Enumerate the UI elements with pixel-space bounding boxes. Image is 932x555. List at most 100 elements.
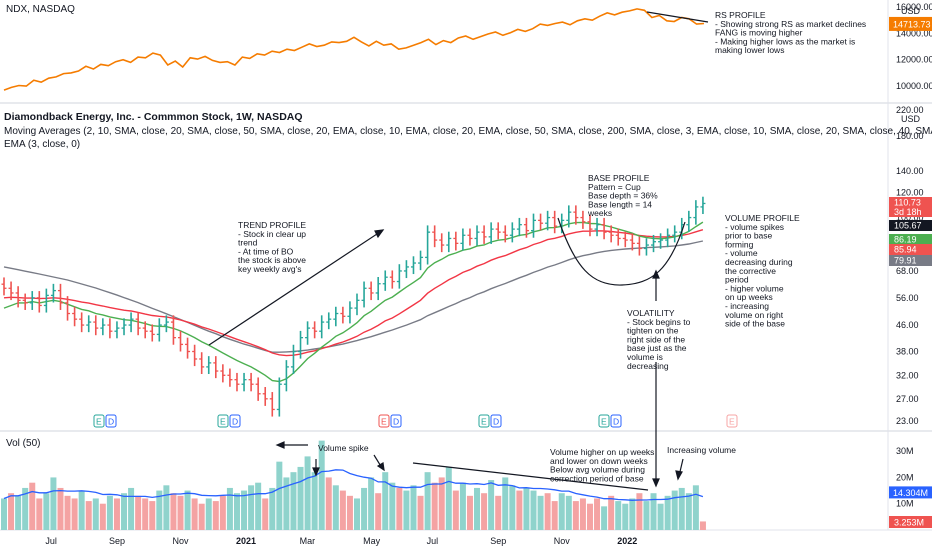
trend-profile-note-line: - Stock in clear up (238, 229, 306, 239)
price-currency-label: USD (901, 114, 921, 124)
indicators-line-1: Moving Averages (2, 10, SMA, close, 20, … (4, 126, 932, 137)
earnings-marker[interactable] (390, 414, 402, 428)
earnings-marker[interactable] (610, 414, 622, 428)
cup-shape-curve[interactable] (557, 217, 686, 286)
earnings-marker[interactable] (105, 414, 117, 428)
volume-bar (622, 503, 629, 530)
price-badge (889, 220, 932, 231)
volume-bar (29, 482, 36, 530)
volume-bar (685, 493, 692, 530)
volume-bar (64, 495, 71, 530)
earnings-marker[interactable] (478, 414, 490, 428)
volume-bar (297, 466, 304, 530)
volume-bar (636, 493, 643, 530)
volume-bar (85, 501, 92, 530)
trend-line[interactable] (208, 229, 384, 346)
volume-bar (113, 498, 120, 530)
volume-bar (650, 493, 657, 530)
price-tick-label: 140.00 (896, 166, 924, 176)
rs-profile-note-line: - Making higher lows as the market is (715, 36, 855, 46)
rs-profile-note-line: FANG is moving higher (715, 28, 803, 38)
volume-bar (699, 521, 706, 530)
earnings-marker-letter: D (232, 417, 238, 427)
time-tick-label: Nov (554, 536, 571, 546)
declining-volume-line[interactable] (412, 462, 649, 491)
volume-bar (375, 493, 382, 530)
volume-spike-note-line: Volume spike (318, 443, 369, 453)
price-badge-label: 110.73 (894, 198, 921, 208)
volume-bar (354, 498, 360, 530)
earnings-marker-letter: E (601, 417, 607, 427)
volume-bar (170, 493, 177, 530)
volume-bar (304, 456, 311, 530)
volume-bar (692, 485, 699, 530)
rs-profile-note[interactable]: RS PROFILE- Showing strong RS as market … (715, 10, 866, 55)
earnings-marker-letter: D (108, 417, 114, 427)
volume-bar (198, 503, 205, 530)
earnings-marker[interactable] (726, 414, 738, 428)
volume-bar (142, 498, 149, 530)
price-axis[interactable]: 220.00 180.00 140.00 120.00 100.00 68.00 56.00… (896, 105, 924, 426)
volume-profile-note-line: - increasing (725, 301, 769, 311)
time-tick-label: Mar (300, 536, 316, 546)
earnings-marker[interactable] (490, 414, 502, 428)
ndx-tick-label: 10000.00 (896, 81, 932, 91)
volume-average-badge (889, 486, 932, 499)
earnings-marker[interactable] (229, 414, 241, 428)
annotation-drawings[interactable] (208, 11, 709, 491)
volume-bar (226, 487, 233, 530)
volume-bar (1, 498, 7, 530)
price-tick-label: 180.00 (896, 131, 924, 141)
volume-bar (389, 482, 396, 530)
volume-bar (339, 490, 346, 530)
volume-spike-note[interactable]: Volume spike (318, 443, 369, 453)
volume-bar (269, 487, 276, 530)
base-profile-note-line: Base depth = 36% (588, 191, 658, 201)
ndx-header: NDX, NASDAQ (6, 4, 75, 15)
earnings-marker-letter: E (381, 417, 387, 427)
volume-bar (530, 490, 537, 530)
volume-arrow-head (652, 478, 660, 488)
volume-profile-note-line: - volume spikes (725, 222, 784, 232)
volume-bar (361, 487, 368, 530)
earnings-marker[interactable] (378, 414, 390, 428)
earnings-marker[interactable] (598, 414, 610, 428)
increasing-volume-note-line: Increasing volume (667, 445, 736, 455)
rs-line[interactable] (646, 11, 709, 23)
volume-bar (283, 477, 290, 530)
earnings-marker[interactable] (217, 414, 229, 428)
ndx-price-axis[interactable]: 16000.00 14000.00 12000.00 10000.00 14713.73 (889, 2, 932, 91)
price-badge-label: 85.94 (894, 245, 917, 255)
base-profile-note-line: BASE PROFILE (588, 173, 650, 183)
volatility-note-line: VOLATILITY (627, 308, 675, 318)
earnings-marker[interactable] (93, 414, 105, 428)
price-badge (889, 197, 932, 217)
ema-green-line (3, 221, 704, 383)
volume-bar (22, 487, 29, 530)
volume-bar (601, 506, 608, 530)
volume-bar (50, 477, 57, 530)
time-axis[interactable]: Jul Sep Nov 2021 Mar May Jul Sep Nov 2022 (45, 536, 637, 546)
base-profile-note-line: weeks (587, 208, 612, 218)
volume-bar (594, 498, 601, 530)
volume-bar (488, 480, 495, 530)
ndx-series (3, 8, 705, 91)
volume-profile-note-line: period (725, 275, 749, 285)
volume-bar (219, 495, 226, 530)
increasing-volume-note[interactable]: Increasing volume (667, 445, 736, 455)
volume-bar (106, 495, 113, 530)
price-tick-label: 56.00 (896, 293, 919, 303)
volume-bar (417, 495, 424, 530)
volume-bar (671, 490, 678, 530)
spike-arrow-left-head (275, 441, 285, 449)
